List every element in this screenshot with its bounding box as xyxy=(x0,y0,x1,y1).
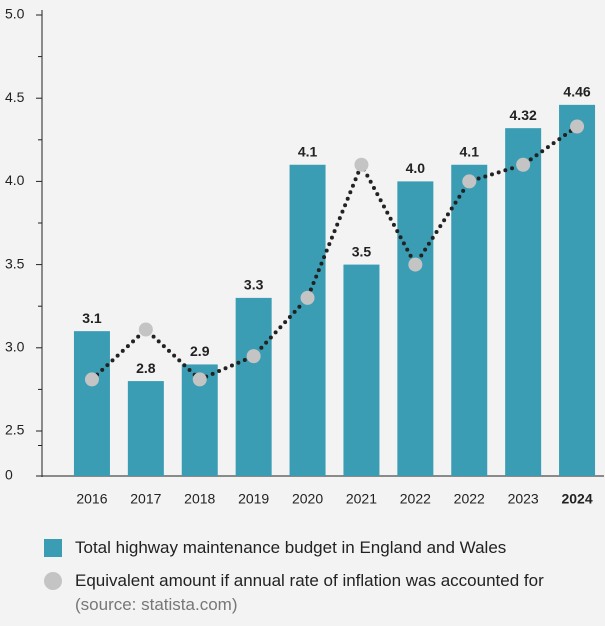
bar xyxy=(343,264,380,476)
y-tick-label: 4.0 xyxy=(5,172,25,188)
x-tick-label: 2020 xyxy=(292,491,323,507)
x-tick-label: 2022 xyxy=(454,491,485,507)
point xyxy=(246,349,261,364)
dotted-line xyxy=(89,124,580,382)
legend-text: Equivalent amount if annual rate of infl… xyxy=(75,571,544,590)
legend-label: Total highway maintenance budget in Engl… xyxy=(75,538,507,557)
x-tick-label: 2022 xyxy=(400,491,431,507)
y-tick-label: 3.0 xyxy=(5,339,25,355)
point xyxy=(138,322,153,337)
point xyxy=(516,157,531,172)
data-label: 4.46 xyxy=(563,84,590,100)
legend-swatch xyxy=(44,572,62,590)
point xyxy=(354,157,369,172)
x-tick-label: 2017 xyxy=(130,491,161,507)
data-label: 3.5 xyxy=(352,243,372,259)
bar xyxy=(235,297,272,476)
point xyxy=(462,174,477,189)
x-tick-label: 2023 xyxy=(508,491,539,507)
data-label: 3.1 xyxy=(82,310,102,326)
legend-label: Equivalent amount if annual rate of infl… xyxy=(75,569,603,617)
bar xyxy=(505,128,542,477)
source-note: (source: statista.com) xyxy=(75,595,238,614)
data-label: 2.9 xyxy=(190,343,210,359)
bar xyxy=(289,164,326,476)
data-label: 2.8 xyxy=(136,360,156,376)
data-label: 3.3 xyxy=(244,277,264,293)
point xyxy=(192,372,207,387)
chart: 0 2.5 3.0 3.5 4.0 4.5 5.0 2016 2017 2018 2019 2020 2… xyxy=(5,6,604,507)
y-tick-label: 2.5 xyxy=(5,422,25,438)
data-label: 4.1 xyxy=(460,143,480,159)
legend-swatch xyxy=(44,539,62,557)
bar xyxy=(127,381,164,476)
x-tick-label: 2024 xyxy=(561,491,592,507)
x-tick-label: 2019 xyxy=(238,491,269,507)
x-tick-label: 2018 xyxy=(184,491,215,507)
y-tick-label: 0 xyxy=(5,467,13,483)
data-label: 4.32 xyxy=(510,107,537,123)
y-tick-label: 3.5 xyxy=(5,255,25,271)
bar xyxy=(73,331,110,476)
data-label: 4.0 xyxy=(406,160,426,176)
point xyxy=(570,119,585,134)
y-tick-label: 5.0 xyxy=(5,6,25,22)
point xyxy=(84,372,99,387)
x-tick-label: 2021 xyxy=(346,491,377,507)
point xyxy=(408,257,423,272)
x-tick-label: 2016 xyxy=(76,491,107,507)
data-label: 4.1 xyxy=(298,143,318,159)
point xyxy=(300,290,315,305)
bar xyxy=(451,164,488,476)
bar xyxy=(559,104,596,476)
bar xyxy=(397,181,434,476)
y-tick-label: 4.5 xyxy=(5,89,25,105)
